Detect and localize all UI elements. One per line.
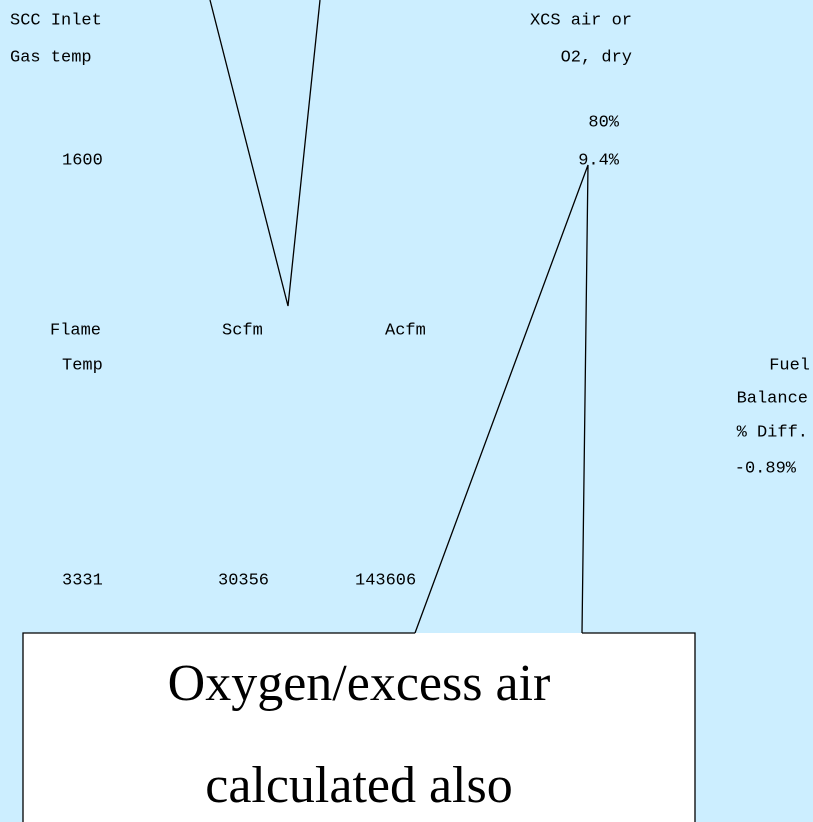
label: Flame: [50, 321, 101, 340]
value: 9.4%: [578, 151, 620, 170]
value: 30356: [218, 571, 269, 590]
label: % Diff.: [737, 423, 808, 442]
value: 3331: [62, 571, 103, 590]
label: Gas temp: [10, 48, 92, 67]
value: 80%: [588, 113, 619, 132]
label: O2, dry: [561, 48, 632, 67]
pointer-line: [209, 0, 321, 307]
callout-text: calculated also: [205, 757, 513, 814]
pointer-line: [414, 164, 589, 634]
label: Fuel: [769, 356, 810, 375]
value: 143606: [355, 571, 416, 590]
value: 1600: [62, 151, 103, 170]
value: -0.89%: [735, 459, 797, 478]
callout-box: [23, 633, 695, 822]
label: Temp: [62, 356, 103, 375]
label: SCC Inlet: [10, 11, 102, 30]
label: Balance: [737, 389, 808, 408]
label: Acfm: [385, 321, 426, 340]
label: XCS air or: [530, 11, 632, 30]
label: Scfm: [222, 321, 263, 340]
callout-text: Oxygen/excess air: [168, 655, 551, 712]
callout-border: [582, 632, 696, 822]
callout-border: [22, 632, 415, 822]
